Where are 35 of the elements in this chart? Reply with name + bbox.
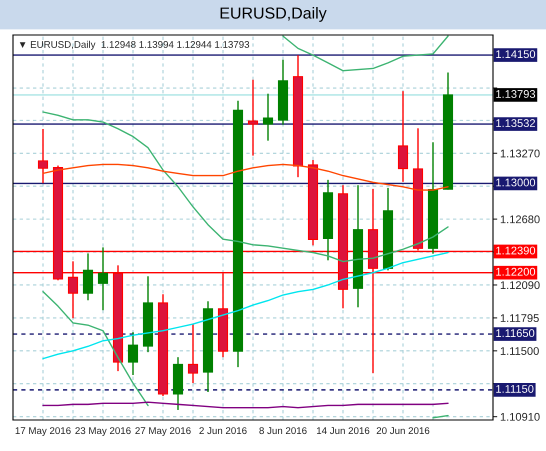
ref-line-label: 1.14150: [496, 50, 536, 58]
x-tick-label: 8 Jun 2016: [259, 427, 307, 434]
chart-title: EURUSD,Daily: [220, 6, 327, 22]
ref-line-label: 1.11650: [496, 329, 534, 338]
candlestick: [128, 331, 138, 376]
candlestick: [82, 252, 94, 301]
y-tick-label: 1.10910: [500, 412, 540, 421]
x-tick-label: 23 May 2016: [75, 427, 131, 436]
candlestick: [188, 324, 198, 384]
ref-line-label: 1.13000: [496, 178, 536, 186]
candlestick: [398, 90, 408, 183]
ref-line-label: 1.12200: [496, 268, 536, 276]
ref-line-label: 1.11150: [496, 384, 534, 393]
y-tick-label: 1.13270: [500, 150, 540, 158]
x-tick-label: 14 Jun 2016: [316, 427, 370, 434]
y-tick-label: 1.12680: [500, 215, 540, 224]
text: ▼ EURUSD,Daily 1.12948 1.13994 1.12944 1.13793: [20, 40, 250, 50]
x-tick-label: 20 Jun 2016: [376, 427, 430, 434]
candlestick: [38, 128, 48, 184]
y-tick-label: 1.11795: [500, 314, 539, 322]
candlestick: [262, 93, 274, 142]
x-tick-label: 17 May 2016: [16, 427, 71, 436]
candlestick: [248, 79, 258, 156]
candlestick: [98, 246, 108, 311]
line-series: [42, 164, 449, 191]
ref-line-label: 1.13532: [496, 119, 536, 128]
ref-line-label: 1.13793: [496, 90, 536, 98]
x-tick-label: 2 Jun 2016: [199, 427, 247, 434]
ref-line-label: 1.12390: [496, 246, 536, 254]
line-series: [42, 111, 449, 262]
line-series: [42, 252, 449, 360]
y-tick-label: 1.11500: [500, 347, 539, 355]
x-tick-label: 27 May 2016: [135, 427, 191, 436]
y-tick-label: 1.12090: [500, 281, 540, 290]
line-series: [282, 35, 449, 72]
